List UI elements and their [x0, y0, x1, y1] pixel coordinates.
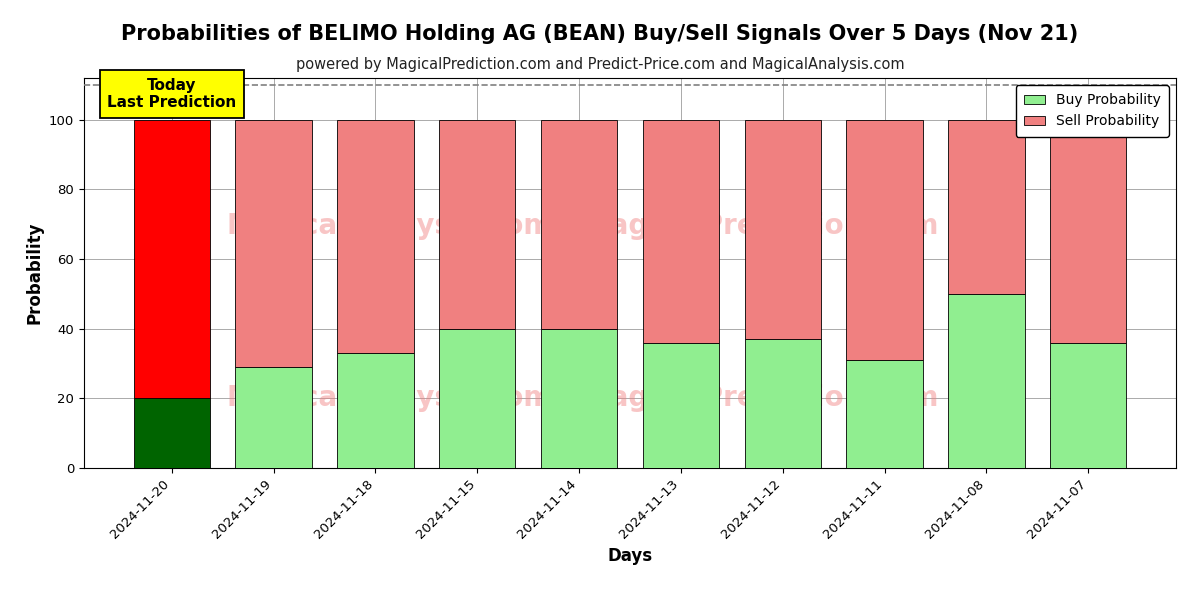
- Bar: [1050, 343, 1127, 468]
- Bar: [948, 120, 1025, 294]
- Bar: [439, 329, 516, 468]
- Bar: [235, 367, 312, 468]
- Bar: [744, 120, 821, 339]
- Bar: [133, 398, 210, 468]
- Text: Today
Last Prediction: Today Last Prediction: [107, 78, 236, 110]
- Y-axis label: Probability: Probability: [25, 222, 43, 324]
- Text: MagicalPrediction.com: MagicalPrediction.com: [583, 384, 940, 412]
- Bar: [541, 329, 617, 468]
- Bar: [235, 120, 312, 367]
- Bar: [643, 343, 719, 468]
- Text: Probabilities of BELIMO Holding AG (BEAN) Buy/Sell Signals Over 5 Days (Nov 21): Probabilities of BELIMO Holding AG (BEAN…: [121, 24, 1079, 44]
- Legend: Buy Probability, Sell Probability: Buy Probability, Sell Probability: [1015, 85, 1169, 137]
- Bar: [1050, 120, 1127, 343]
- Bar: [846, 360, 923, 468]
- Bar: [439, 120, 516, 329]
- Text: MagicalAnalysis.com: MagicalAnalysis.com: [227, 384, 553, 412]
- Bar: [337, 120, 414, 353]
- Bar: [744, 339, 821, 468]
- X-axis label: Days: Days: [607, 547, 653, 565]
- Text: MagicalPrediction.com: MagicalPrediction.com: [583, 212, 940, 240]
- Bar: [337, 353, 414, 468]
- Bar: [541, 120, 617, 329]
- Bar: [643, 120, 719, 343]
- Text: MagicalAnalysis.com: MagicalAnalysis.com: [227, 212, 553, 240]
- Bar: [846, 120, 923, 360]
- Bar: [133, 120, 210, 398]
- Text: powered by MagicalPrediction.com and Predict-Price.com and MagicalAnalysis.com: powered by MagicalPrediction.com and Pre…: [295, 57, 905, 72]
- Bar: [948, 294, 1025, 468]
